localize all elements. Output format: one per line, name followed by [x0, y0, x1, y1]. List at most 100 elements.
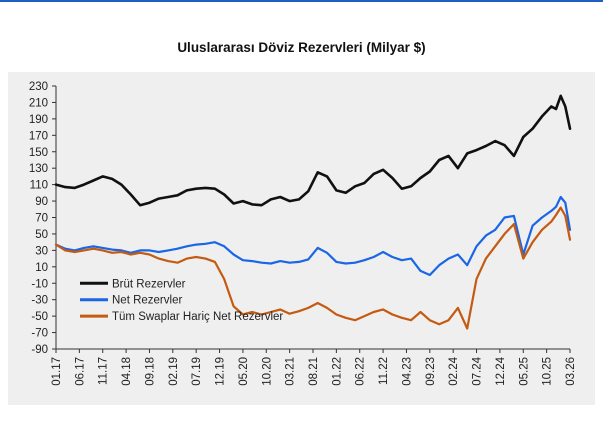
x-tick-label: 02.24 — [448, 356, 460, 385]
y-tick-label: 90 — [35, 196, 48, 208]
data-point-s2 — [559, 196, 562, 198]
x-tick-label: 03.21 — [285, 357, 297, 386]
x-tick-label: 03.26 — [565, 357, 577, 386]
data-point-s3 — [410, 319, 412, 322]
data-point-s2 — [326, 251, 328, 254]
data-point-s1 — [204, 187, 207, 189]
data-point-s2 — [391, 256, 394, 258]
data-point-s3 — [139, 251, 142, 254]
data-point-s2 — [120, 249, 123, 252]
x-tick-label: 05.20 — [238, 357, 250, 386]
data-point-s1 — [344, 191, 347, 194]
data-point-s2 — [400, 259, 403, 262]
x-tick-label: 08.21 — [308, 357, 320, 386]
data-point-s2 — [550, 210, 553, 212]
data-point-s2 — [382, 251, 384, 253]
data-point-s3 — [157, 257, 160, 260]
data-point-s3 — [101, 249, 104, 252]
data-point-s2 — [513, 215, 515, 217]
y-tick-label: 190 — [29, 114, 48, 126]
data-point-s3 — [466, 327, 469, 330]
data-point-s2 — [354, 261, 356, 264]
data-point-s2 — [167, 249, 170, 252]
data-point-s2 — [92, 245, 95, 248]
data-point-s1 — [64, 186, 67, 188]
data-point-s3 — [400, 316, 403, 319]
data-point-s3 — [167, 260, 170, 262]
legend-label-3: Tüm Swaplar Hariç Net Rezervler — [112, 311, 283, 323]
data-point-s1 — [260, 204, 263, 207]
data-point-s1 — [513, 155, 515, 157]
data-point-s1 — [531, 127, 534, 130]
data-point-s3 — [485, 257, 487, 260]
data-point-s3 — [129, 253, 132, 256]
data-point-s3 — [214, 261, 216, 263]
data-point-s1 — [120, 183, 123, 186]
data-point-s1 — [326, 175, 328, 178]
data-point-s2 — [531, 224, 534, 227]
data-point-s3 — [242, 313, 244, 316]
data-point-s3 — [363, 315, 366, 317]
data-point-s2 — [372, 256, 375, 258]
x-tick-label: 09.23 — [425, 357, 437, 386]
data-point-s2 — [214, 241, 216, 244]
data-point-s3 — [92, 247, 95, 250]
x-tick-label: 06.22 — [355, 357, 367, 386]
data-point-s2 — [83, 247, 85, 249]
data-point-s2 — [428, 274, 431, 276]
data-point-s3 — [251, 311, 254, 313]
data-point-s2 — [457, 253, 459, 256]
data-point-s3 — [64, 249, 67, 252]
data-point-s1 — [522, 136, 525, 138]
data-point-s3 — [559, 206, 562, 209]
data-point-s1 — [419, 177, 422, 179]
data-point-s2 — [101, 247, 104, 249]
y-tick-label: -30 — [31, 295, 48, 307]
x-tick-label: 01.17 — [51, 357, 63, 386]
x-tick-label: 04.23 — [401, 357, 413, 386]
data-point-s2 — [288, 261, 291, 264]
data-point-s1 — [288, 200, 291, 203]
data-point-s1 — [185, 189, 188, 192]
y-tick-label: -90 — [31, 344, 48, 356]
series-line-3 — [54, 206, 572, 330]
y-tick-label: 170 — [29, 130, 48, 142]
x-tick-label: 01.22 — [331, 357, 343, 386]
data-point-s2 — [111, 248, 113, 251]
data-point-s1 — [400, 187, 403, 190]
data-point-s3 — [120, 251, 123, 253]
data-point-s3 — [83, 249, 85, 252]
data-point-s1 — [176, 194, 179, 197]
x-tick-label: 11.17 — [98, 357, 110, 385]
data-point-s3 — [195, 256, 198, 258]
data-point-s3 — [204, 257, 207, 260]
data-point-s1 — [195, 187, 198, 190]
data-point-s1 — [494, 140, 497, 142]
series-line-2 — [54, 195, 572, 277]
data-point-s1 — [354, 185, 356, 188]
data-point-s3 — [447, 319, 450, 322]
y-tick-label: 230 — [29, 81, 48, 93]
top-accent-rule — [0, 0, 603, 2]
data-point-s1 — [167, 196, 170, 198]
series-line-1 — [54, 94, 572, 207]
data-point-s2 — [307, 258, 310, 261]
data-point-s1 — [242, 200, 244, 203]
data-point-s3 — [475, 278, 478, 280]
data-point-s2 — [363, 259, 366, 262]
x-tick-label: 10.20 — [261, 357, 273, 386]
y-tick-label: 150 — [29, 147, 48, 159]
data-point-s3 — [223, 278, 226, 280]
data-point-s1 — [298, 198, 300, 201]
data-point-s2 — [569, 228, 571, 231]
data-point-s1 — [382, 168, 384, 171]
data-point-s1 — [569, 127, 571, 130]
data-point-s2 — [485, 234, 487, 237]
x-tick-label: 02.19 — [168, 357, 180, 386]
axes-layer: 230 210 190 170 150 130 110 90 70 50 30 10 -10 -30 -50… — [29, 81, 577, 386]
data-point-s1 — [111, 178, 113, 180]
x-tick-label: 10.25 — [542, 357, 554, 386]
data-point-s1 — [564, 105, 567, 108]
data-point-s3 — [148, 253, 151, 256]
x-tick-label: 07.24 — [472, 356, 484, 385]
